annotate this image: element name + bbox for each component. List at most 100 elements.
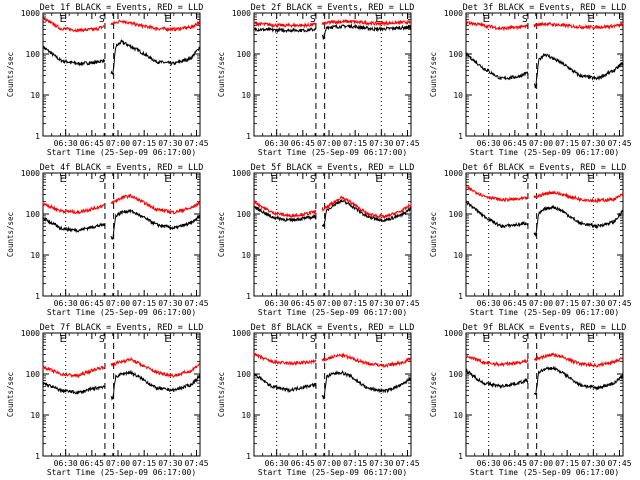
chart-title: Det 2f BLACK = Events, RED = LLD [251, 3, 415, 13]
x-tick-label: 07:00 [106, 459, 130, 468]
x-tick-label: 07:00 [106, 299, 130, 308]
x-tick-label: 06:30 [54, 299, 78, 308]
x-tick-label: 06:30 [265, 299, 289, 308]
x-tick-label: 07:00 [317, 459, 341, 468]
series-line-lld [42, 193, 201, 215]
marker-label: E [587, 14, 593, 25]
plot-frame [253, 332, 412, 457]
marker-label: S [99, 14, 105, 25]
series-line-events [42, 39, 201, 76]
chart-panel-3: Det 3f BLACK = Events, RED = LLD 1 10 100 10… [429, 3, 632, 157]
x-tick-label: 07:45 [607, 299, 631, 308]
x-tick-label: 07:30 [581, 299, 605, 308]
y-tick-label: 100 [26, 370, 41, 379]
series-line-lld [465, 352, 624, 368]
plot-frame [42, 172, 201, 297]
x-tick-label: 07:45 [395, 459, 419, 468]
y-tick-label: 1 [458, 132, 463, 141]
y-axis-label: Counts/sec [429, 212, 438, 257]
y-tick-label: 1000 [444, 9, 463, 18]
marker-label: E [271, 334, 277, 345]
marker-label: S [310, 334, 316, 345]
x-tick-label: 07:30 [158, 459, 182, 468]
x-tick-label: 07:30 [158, 139, 182, 148]
x-tick-label: 07:30 [581, 459, 605, 468]
chart-panel-4: Det 4f BLACK = Events, RED = LLD 1 10 100 10… [6, 163, 209, 317]
chart-title: Det 8f BLACK = Events, RED = LLD [251, 323, 415, 333]
marker-label: E [483, 174, 489, 185]
marker-label: S [99, 174, 105, 185]
y-tick-label: 100 [449, 50, 464, 59]
chart-title: Det 5f BLACK = Events, RED = LLD [251, 163, 415, 173]
y-tick-label: 1 [35, 292, 40, 301]
chart-panel-7: Det 7f BLACK = Events, RED = LLD 1 10 100 10… [6, 323, 209, 477]
y-tick-label: 100 [449, 210, 464, 219]
x-axis-label: Start Time (25-Sep-09 06:17:00) [258, 308, 407, 317]
x-axis-label: Start Time (25-Sep-09 06:17:00) [470, 148, 619, 157]
series-line-lld [253, 352, 412, 369]
series-line-events [465, 200, 624, 238]
y-tick-label: 10 [30, 251, 40, 260]
series-line-events [465, 52, 624, 89]
y-tick-label: 100 [26, 50, 41, 59]
plot-frame [253, 172, 412, 297]
y-tick-label: 1000 [232, 169, 251, 178]
x-tick-label: 07:15 [132, 459, 156, 468]
marker-label: E [164, 334, 170, 345]
y-tick-label: 100 [237, 370, 252, 379]
y-axis-label: Counts/sec [217, 52, 226, 97]
x-axis-label: Start Time (25-Sep-09 06:17:00) [47, 468, 196, 477]
plot-frame [465, 332, 624, 457]
x-tick-label: 07:15 [343, 299, 367, 308]
x-tick-label: 06:30 [477, 459, 501, 468]
marker-label: S [310, 14, 316, 25]
x-tick-label: 06:45 [291, 139, 315, 148]
y-tick-label: 100 [449, 370, 464, 379]
x-tick-label: 07:15 [555, 459, 579, 468]
y-tick-label: 1000 [21, 329, 40, 338]
x-tick-label: 07:15 [343, 139, 367, 148]
chart-title: Det 3f BLACK = Events, RED = LLD [463, 3, 627, 13]
x-tick-label: 06:45 [503, 139, 527, 148]
y-tick-label: 100 [26, 210, 41, 219]
x-tick-label: 07:30 [369, 459, 393, 468]
marker-label: E [375, 14, 381, 25]
x-tick-label: 06:30 [54, 139, 78, 148]
x-tick-label: 07:15 [132, 139, 156, 148]
y-tick-label: 1000 [444, 329, 463, 338]
x-tick-label: 07:15 [343, 459, 367, 468]
x-tick-label: 07:15 [555, 139, 579, 148]
marker-label: S [522, 174, 528, 185]
x-tick-label: 06:45 [80, 299, 104, 308]
x-tick-label: 06:30 [477, 139, 501, 148]
chart-panel-1: Det 1f BLACK = Events, RED = LLD 1 10 100 10… [6, 3, 209, 157]
marker-label: E [587, 174, 593, 185]
marker-label: S [522, 334, 528, 345]
x-tick-label: 06:45 [503, 299, 527, 308]
x-tick-label: 07:15 [132, 299, 156, 308]
chart-panel-9: Det 9f BLACK = Events, RED = LLD 1 10 100 10… [429, 323, 632, 477]
series-line-events [42, 209, 201, 240]
chart-panel-8: Det 8f BLACK = Events, RED = LLD 1 10 100 10… [217, 323, 420, 477]
x-tick-label: 06:30 [477, 299, 501, 308]
y-tick-label: 1000 [232, 329, 251, 338]
plot-frame [465, 172, 624, 297]
y-axis-label: Counts/sec [429, 372, 438, 417]
x-tick-label: 06:30 [265, 459, 289, 468]
x-tick-label: 06:45 [291, 459, 315, 468]
marker-label: E [483, 334, 489, 345]
y-axis-label: Counts/sec [429, 52, 438, 97]
y-axis-label: Counts/sec [6, 52, 15, 97]
y-tick-label: 10 [453, 251, 463, 260]
series-line-events [253, 370, 412, 400]
marker-label: E [60, 334, 66, 345]
x-tick-label: 06:30 [54, 459, 78, 468]
y-tick-label: 1 [458, 452, 463, 461]
x-tick-label: 07:00 [529, 299, 553, 308]
series-line-lld [253, 195, 412, 220]
y-tick-label: 1000 [21, 169, 40, 178]
x-tick-label: 06:45 [291, 299, 315, 308]
x-axis-label: Start Time (25-Sep-09 06:17:00) [258, 148, 407, 157]
x-axis-label: Start Time (25-Sep-09 06:17:00) [47, 308, 196, 317]
